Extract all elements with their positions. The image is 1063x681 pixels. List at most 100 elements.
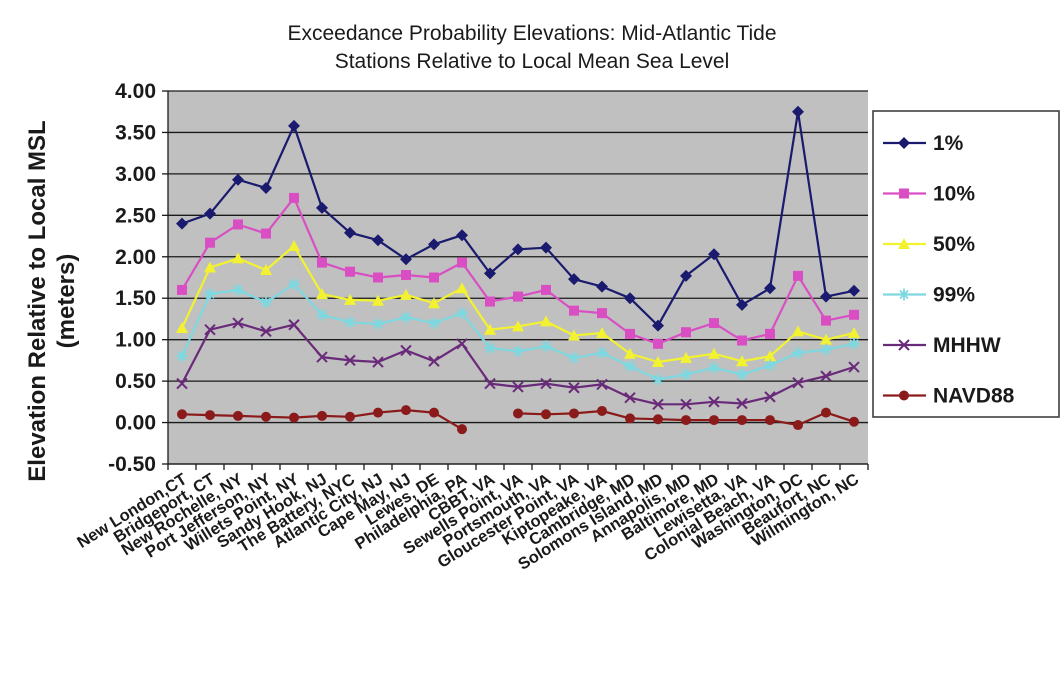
data-point: [737, 335, 747, 346]
data-point: [848, 337, 860, 350]
data-point: [372, 294, 384, 306]
data-point: [260, 296, 272, 309]
data-point: [260, 325, 272, 338]
data-point: [204, 288, 216, 301]
legend-label: MHHW: [933, 334, 1001, 357]
data-point: [513, 291, 523, 302]
data-point: [764, 391, 776, 403]
data-point: [344, 316, 356, 329]
data-point: [541, 284, 551, 295]
data-point: [457, 424, 467, 435]
data-point: [793, 420, 803, 431]
data-point: [848, 361, 860, 373]
data-point: [512, 345, 524, 358]
data-point: [680, 368, 692, 381]
data-point: [176, 322, 188, 334]
legend-marker: [898, 339, 910, 351]
data-point: [596, 378, 608, 391]
data-point: [708, 248, 720, 261]
data-point: [848, 284, 860, 297]
data-point: [373, 407, 383, 418]
data-point: [457, 257, 467, 268]
data-point: [568, 351, 580, 364]
data-point: [345, 411, 355, 422]
y-tick-label: 3.00: [115, 163, 156, 186]
data-point: [736, 368, 748, 381]
data-point: [652, 319, 664, 332]
legend-label: NAVD88: [933, 385, 1015, 408]
series-1: [176, 105, 860, 332]
data-point: [429, 407, 439, 418]
y-tick-label: 1.00: [115, 329, 156, 352]
data-point: [400, 344, 412, 357]
data-point: [652, 356, 664, 368]
data-point: [316, 201, 328, 214]
data-point: [568, 382, 580, 394]
legend-label: 10%: [933, 183, 975, 206]
data-point: [512, 243, 524, 256]
data-point: [372, 317, 384, 330]
y-tick-label: -0.50: [108, 453, 156, 476]
data-point: [709, 318, 719, 329]
legend: 1% 10% 50% 99% MHHW NAVD88: [872, 110, 1060, 418]
data-point: [317, 410, 327, 421]
data-point: [624, 360, 636, 373]
legend-marker: [898, 288, 910, 301]
data-point: [681, 415, 691, 426]
legend-item: MHHW: [883, 334, 1001, 357]
data-point: [288, 278, 300, 291]
data-point: [765, 415, 775, 426]
data-point: [736, 355, 748, 367]
data-point: [260, 181, 272, 194]
data-point: [765, 328, 775, 339]
data-point: [400, 311, 412, 324]
data-point: [708, 361, 720, 374]
data-point: [288, 319, 300, 331]
y-tick-label: 0.50: [115, 370, 156, 393]
data-point: [177, 409, 187, 420]
data-point: [232, 283, 244, 296]
series-layer: [176, 105, 860, 435]
y-tick-label: 4.00: [115, 80, 156, 103]
data-point: [597, 308, 607, 319]
data-point: [624, 391, 636, 404]
y-axis-label-line-2: (meters): [53, 254, 80, 349]
data-point: [792, 346, 804, 359]
data-point: [540, 340, 552, 353]
data-point: [596, 346, 608, 359]
data-point: [484, 267, 496, 280]
data-point: [512, 381, 524, 393]
data-point: [428, 297, 440, 309]
legend-marker: [899, 188, 909, 199]
data-point: [849, 416, 859, 427]
data-point: [821, 407, 831, 418]
data-point: [428, 355, 440, 367]
data-point: [204, 324, 216, 336]
data-point: [205, 237, 215, 248]
data-point: [345, 266, 355, 277]
legend-marker: [898, 238, 910, 249]
legend-item: NAVD88: [883, 385, 1015, 408]
legend-label: 50%: [933, 233, 975, 256]
data-point: [653, 338, 663, 349]
data-point: [540, 315, 552, 327]
data-point: [764, 350, 776, 362]
data-point: [540, 241, 552, 254]
data-point: [568, 273, 580, 286]
data-point: [820, 343, 832, 356]
data-point: [316, 351, 328, 363]
data-point: [652, 373, 664, 386]
legend-label: 99%: [933, 284, 975, 307]
y-axis-label-line-1: Elevation Relative to Local MSL: [24, 120, 51, 481]
y-ticks: 4.00 3.50 3.00 2.50 2.00 1.50 1.00 0.50 0.00 -0.5…: [108, 80, 169, 476]
legend-label: 1%: [933, 132, 964, 155]
data-point: [568, 329, 580, 341]
data-point: [485, 296, 495, 307]
data-point: [625, 413, 635, 424]
data-point: [680, 351, 692, 363]
legend-item: 50%: [883, 233, 975, 256]
data-point: [316, 308, 328, 321]
data-point: [373, 272, 383, 283]
data-point: [792, 377, 804, 389]
